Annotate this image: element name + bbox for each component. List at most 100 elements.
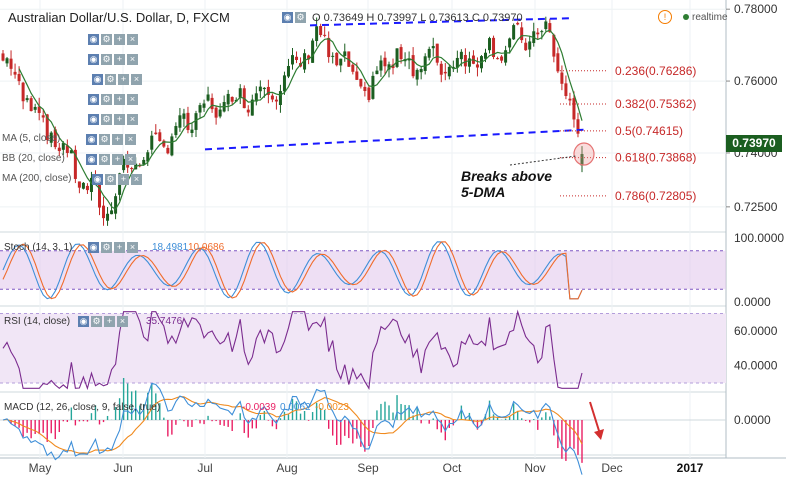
plus-icon[interactable]: +	[118, 74, 129, 85]
eye-icon[interactable]: ◉	[88, 34, 99, 45]
settings-icon[interactable]: ⚙	[105, 74, 116, 85]
plus-icon[interactable]: +	[114, 34, 125, 45]
ma5-line	[18, 29, 583, 211]
candle-body	[544, 21, 548, 30]
candle-body	[21, 82, 25, 102]
candle-body	[423, 56, 427, 71]
settings-icon[interactable]: ⚙	[101, 114, 112, 125]
indicator-controls-row[interactable]: ◉ ⚙ + ×	[88, 54, 140, 65]
x-tick-label: Sep	[357, 461, 379, 475]
eye-icon[interactable]: ◉	[92, 174, 103, 185]
x-tick-label: May	[29, 461, 52, 475]
indicator-controls-row[interactable]: ◉ ⚙ + ×	[88, 34, 140, 45]
plus-icon[interactable]: +	[114, 114, 125, 125]
candle-body	[130, 168, 134, 170]
candle-body	[447, 66, 451, 77]
main-controls-row[interactable]: ◉ ⚙	[282, 12, 308, 23]
annotation-line-2: 5-DMA	[461, 184, 506, 200]
close-icon[interactable]: ×	[127, 34, 138, 45]
plus-icon[interactable]: +	[114, 242, 125, 253]
settings-icon[interactable]: ⚙	[101, 242, 112, 253]
rsi-title[interactable]: RSI (14, close)	[4, 316, 71, 327]
indicator-controls-row[interactable]: ◉ ⚙ + ×	[86, 154, 138, 165]
candle-body	[512, 25, 516, 40]
candle-body	[564, 83, 568, 96]
settings-icon[interactable]: ⚙	[91, 316, 102, 327]
indicator-controls-row[interactable]: ◉ ⚙ + ×	[86, 134, 138, 145]
eye-icon[interactable]: ◉	[282, 12, 293, 23]
eye-icon[interactable]: ◉	[86, 134, 97, 145]
plus-icon[interactable]: +	[112, 134, 123, 145]
rsi-controls[interactable]: ◉ ⚙ + ×	[78, 316, 130, 327]
candle-body	[106, 213, 110, 221]
candle-body	[5, 58, 9, 64]
eye-icon[interactable]: ◉	[86, 154, 97, 165]
settings-icon[interactable]: ⚙	[101, 54, 112, 65]
candle-body	[528, 41, 532, 50]
close-icon[interactable]: ×	[125, 154, 136, 165]
candle-body	[138, 165, 142, 167]
settings-icon[interactable]: ⚙	[99, 134, 110, 145]
indicator-ma5-label[interactable]: MA (5, close)	[2, 133, 61, 144]
candle-body	[411, 55, 415, 77]
macd-title[interactable]: MACD (12, 26, close, 9, false, true)	[4, 402, 161, 413]
indicator-ma200-label[interactable]: MA (200, close)	[2, 173, 72, 184]
candle-body	[266, 86, 270, 95]
eye-icon[interactable]: ◉	[88, 94, 99, 105]
close-icon[interactable]: ×	[131, 74, 142, 85]
eye-icon[interactable]: ◉	[88, 114, 99, 125]
close-icon[interactable]: ×	[131, 174, 142, 185]
close-icon[interactable]: ×	[127, 242, 138, 253]
candle-body	[186, 112, 190, 131]
settings-icon[interactable]: ⚙	[99, 154, 110, 165]
macd-signal-value: -0.0023	[315, 402, 349, 413]
candle-body	[73, 149, 77, 179]
close-icon[interactable]: ×	[125, 134, 136, 145]
settings-icon[interactable]: ⚙	[101, 34, 112, 45]
macd-tick-label: 0.0000	[734, 413, 771, 427]
candle-body	[98, 182, 101, 208]
settings-icon[interactable]: ⚙	[105, 174, 116, 185]
candle-body	[37, 106, 41, 113]
eye-icon[interactable]: ◉	[78, 316, 89, 327]
rsi-value: 35.7476	[146, 316, 183, 327]
settings-icon[interactable]: ⚙	[295, 12, 306, 23]
indicator-controls-row[interactable]: ◉ ⚙ + ×	[88, 94, 140, 105]
candle-body	[375, 70, 379, 75]
candle-body	[540, 31, 544, 33]
settings-icon[interactable]: ⚙	[101, 94, 112, 105]
clock-icon[interactable]: !	[658, 10, 672, 24]
indicator-bb-label[interactable]: BB (20, close)	[2, 153, 65, 164]
candle-body	[556, 53, 560, 72]
eye-icon[interactable]: ◉	[88, 54, 99, 65]
candle-body	[383, 57, 387, 67]
plus-icon[interactable]: +	[104, 316, 115, 327]
candle-body	[41, 115, 45, 118]
stoch-controls[interactable]: ◉ ⚙ + ×	[88, 242, 140, 253]
candle-body	[162, 140, 166, 147]
eye-icon[interactable]: ◉	[92, 74, 103, 85]
eye-icon[interactable]: ◉	[88, 242, 99, 253]
stoch-title[interactable]: Stoch (14, 3, 1)	[4, 242, 73, 253]
close-icon[interactable]: ×	[117, 316, 128, 327]
close-icon[interactable]: ×	[127, 94, 138, 105]
candle-body	[250, 99, 254, 116]
candle-body	[355, 71, 359, 80]
close-icon[interactable]: ×	[127, 114, 138, 125]
plus-icon[interactable]: +	[112, 154, 123, 165]
candle-body	[166, 147, 170, 154]
candle-body	[407, 58, 411, 61]
x-tick-label: 2017	[677, 461, 704, 475]
candle-body	[467, 58, 471, 67]
annotation-circle	[573, 142, 595, 166]
indicator-controls-row[interactable]: ◉ ⚙ + ×	[92, 174, 144, 185]
plus-icon[interactable]: +	[118, 174, 129, 185]
plus-icon[interactable]: +	[114, 54, 125, 65]
close-icon[interactable]: ×	[127, 54, 138, 65]
plus-icon[interactable]: +	[114, 94, 125, 105]
candle-body	[568, 98, 572, 101]
candle-body	[395, 48, 399, 67]
candle-body	[202, 103, 206, 108]
indicator-controls-row[interactable]: ◉ ⚙ + ×	[92, 74, 144, 85]
indicator-controls-row[interactable]: ◉ ⚙ + ×	[88, 114, 140, 125]
